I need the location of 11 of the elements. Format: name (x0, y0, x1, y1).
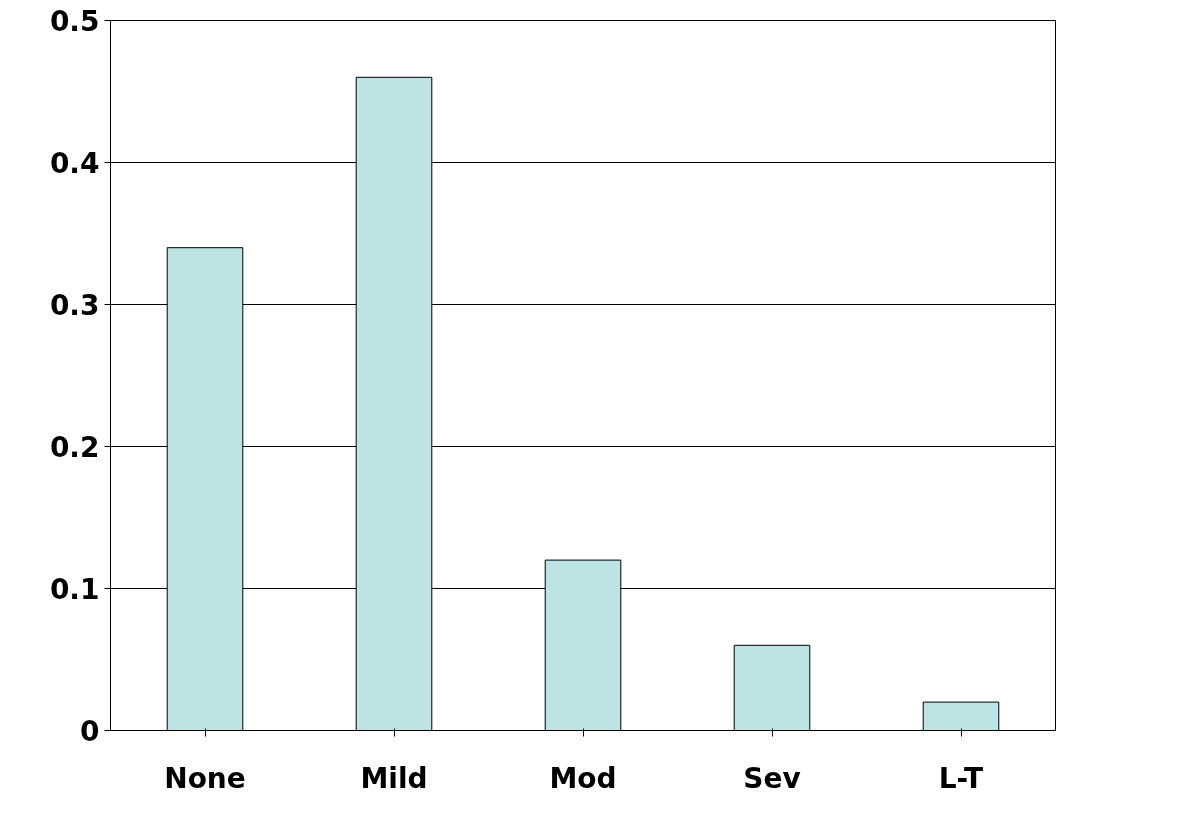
x-tick-label: None (164, 761, 246, 795)
y-tick-label: 0.2 (49, 431, 100, 464)
y-tick-label: 0.5 (49, 5, 100, 38)
y-tick-label: 0.3 (49, 289, 100, 322)
x-tick-label: Sev (743, 761, 801, 795)
y-tick-label: 0.1 (49, 573, 100, 606)
x-tick-label: Mod (549, 761, 617, 795)
x-tick-label: L-T (938, 761, 984, 795)
y-tick-label: 0 (80, 715, 100, 748)
y-tick-label: 0.4 (49, 147, 100, 180)
x-tick-label: Mild (360, 761, 428, 795)
